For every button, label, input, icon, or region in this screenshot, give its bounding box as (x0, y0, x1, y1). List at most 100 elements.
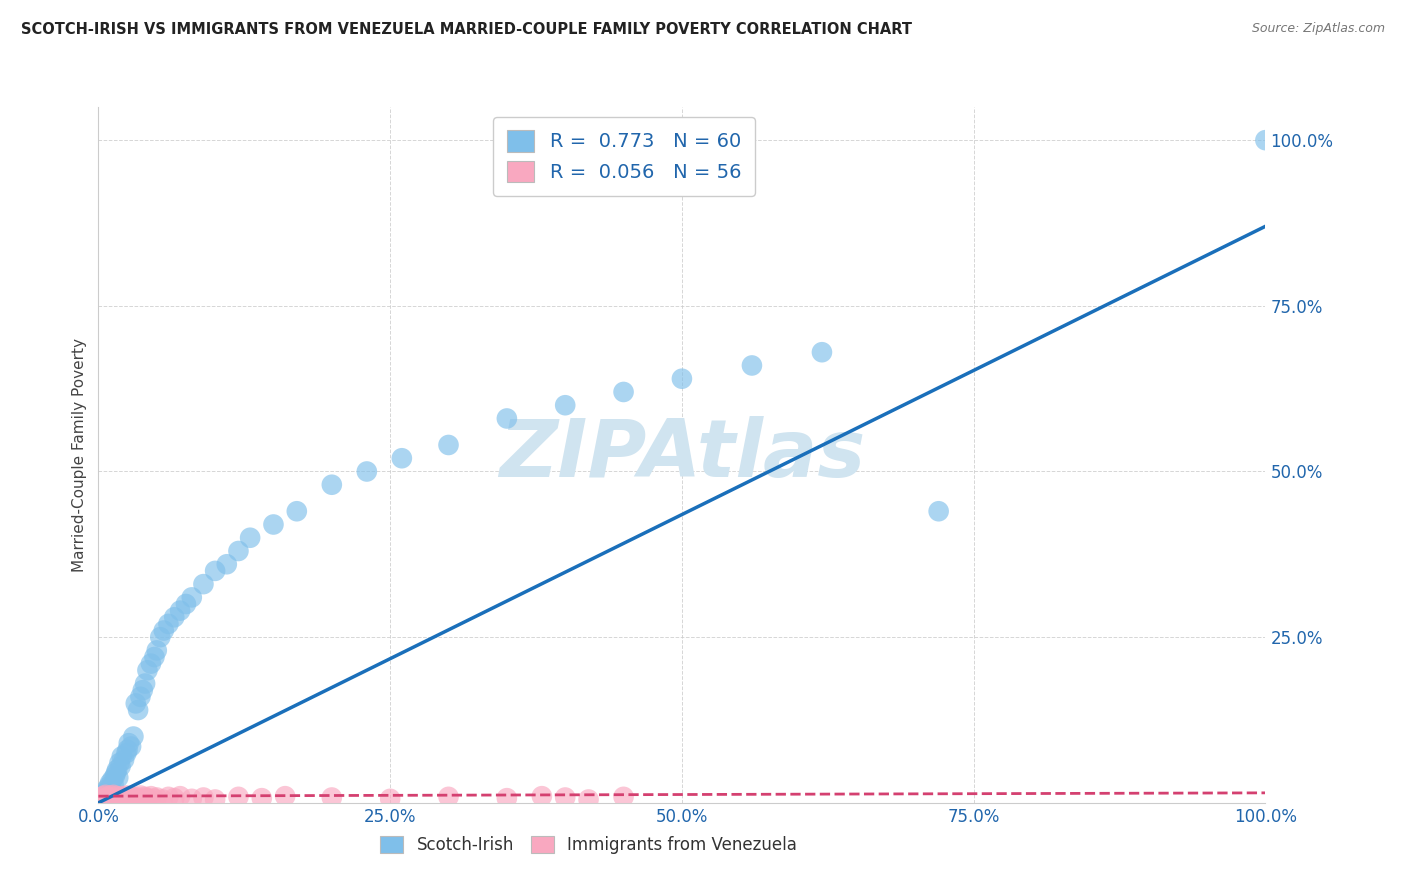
Point (127, 703, 149, 717)
Point (90, 792, 112, 806)
Point (97, 791, 120, 805)
Point (285, 504, 308, 518)
Point (96, 793, 118, 807)
Point (118, 736, 141, 750)
Point (120, 739, 142, 754)
Point (104, 766, 127, 780)
Point (114, 792, 136, 806)
Point (578, 792, 600, 806)
Point (112, 753, 135, 767)
Point (117, 790, 139, 805)
Y-axis label: Married-Couple Family Poverty: Married-Couple Family Poverty (72, 338, 87, 572)
Point (108, 756, 131, 770)
Point (98, 776, 121, 790)
Point (391, 451, 413, 466)
Point (94, 788, 117, 802)
Point (671, 372, 693, 386)
Point (107, 771, 129, 785)
Legend: Scotch-Irish, Immigrants from Venezuela: Scotch-Irish, Immigrants from Venezuela (373, 829, 804, 861)
Point (143, 792, 166, 806)
Point (110, 759, 132, 773)
Point (437, 789, 460, 804)
Point (129, 690, 152, 704)
Point (250, 791, 273, 805)
Point (215, 558, 238, 572)
Point (118, 792, 141, 806)
Point (111, 792, 134, 806)
Point (111, 749, 134, 764)
Point (163, 791, 186, 805)
Point (100, 781, 122, 796)
Point (132, 683, 155, 698)
Point (228, 789, 250, 804)
Point (104, 769, 127, 783)
Point (143, 650, 166, 665)
Point (118, 789, 141, 804)
Point (103, 777, 125, 791)
Point (125, 697, 148, 711)
Point (107, 790, 129, 805)
Point (811, 345, 834, 359)
Point (204, 792, 226, 806)
Text: Source: ZipAtlas.com: Source: ZipAtlas.com (1251, 22, 1385, 36)
Point (228, 544, 250, 558)
Point (554, 790, 576, 805)
Point (127, 790, 149, 805)
Point (115, 746, 138, 760)
Point (91, 788, 114, 802)
Point (129, 789, 152, 803)
Point (90, 790, 112, 805)
Point (93, 792, 115, 806)
Point (101, 772, 124, 787)
Point (97, 779, 120, 793)
Point (105, 763, 128, 777)
Point (120, 791, 142, 805)
Point (149, 630, 172, 644)
Point (554, 398, 576, 412)
Point (98, 789, 121, 803)
Point (122, 789, 145, 804)
Point (356, 465, 378, 479)
Point (613, 789, 636, 804)
Point (530, 789, 553, 804)
Point (146, 790, 169, 805)
Point (108, 792, 131, 806)
Point (111, 791, 134, 805)
Point (274, 789, 297, 804)
Point (112, 789, 135, 804)
Point (101, 790, 124, 805)
Point (97, 789, 120, 804)
Point (90, 789, 112, 804)
Point (146, 643, 169, 657)
Point (380, 792, 402, 806)
Point (136, 663, 159, 677)
Point (1254, 133, 1277, 147)
Point (496, 411, 519, 425)
Point (262, 517, 284, 532)
Point (97, 784, 120, 798)
Point (134, 676, 156, 690)
Point (93, 790, 115, 805)
Point (94, 786, 117, 800)
Point (928, 504, 950, 518)
Point (239, 531, 262, 545)
Point (152, 792, 174, 806)
Point (110, 789, 132, 804)
Point (115, 789, 138, 803)
Point (193, 790, 215, 805)
Point (169, 789, 191, 804)
Point (104, 789, 127, 804)
Point (169, 604, 191, 618)
Point (90, 794, 112, 808)
Point (193, 577, 215, 591)
Point (152, 624, 174, 638)
Point (163, 610, 186, 624)
Point (132, 792, 155, 806)
Point (91, 789, 114, 804)
Point (139, 789, 162, 804)
Point (96, 782, 118, 797)
Point (157, 616, 180, 631)
Point (180, 591, 202, 605)
Point (117, 743, 139, 757)
Point (157, 789, 180, 804)
